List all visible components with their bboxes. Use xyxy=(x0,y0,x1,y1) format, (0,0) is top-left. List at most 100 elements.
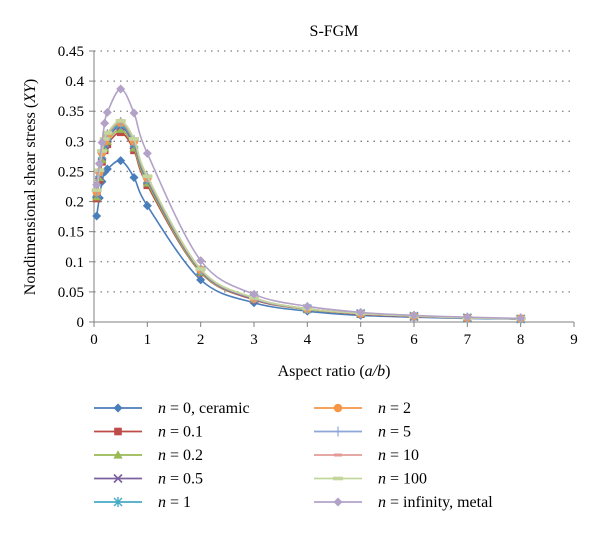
legend-label-1: n = 0.1 xyxy=(158,424,203,441)
x-tick-label-1: 1 xyxy=(144,332,152,348)
y-tick-label-6: 0.3 xyxy=(65,134,84,150)
legend-swatch-marker-1 xyxy=(114,427,122,436)
series-8-point-3 xyxy=(99,137,110,141)
x-tick-label-0: 0 xyxy=(90,332,98,348)
series-9-point-13 xyxy=(462,312,472,322)
gridlines xyxy=(94,50,574,293)
x-tick-label-9: 9 xyxy=(570,332,578,348)
series-9-point-7 xyxy=(142,148,152,158)
legend-item-4: n = 1 xyxy=(94,494,191,511)
series-0-point-4 xyxy=(102,164,112,174)
series-0-point-8 xyxy=(196,275,206,285)
series-9-point-11 xyxy=(356,307,366,317)
series-0-point-5 xyxy=(116,156,126,166)
series-9-point-0 xyxy=(92,180,102,190)
y-tick-label-9: 0.45 xyxy=(58,44,84,60)
legend-label-9: n = infinity, metal xyxy=(378,494,493,511)
legend-item-2: n = 0.2 xyxy=(94,447,203,464)
legend-item-3: n = 0.5 xyxy=(94,471,203,488)
legend-label-7: n = 10 xyxy=(378,447,419,464)
y-axis-title: Nondimensional shear stress (XY) xyxy=(22,79,39,295)
series-6-line xyxy=(95,121,521,320)
y-tick-label-2: 0.1 xyxy=(65,255,84,271)
series-8-point-7 xyxy=(142,174,153,179)
series-0-point-6 xyxy=(129,172,139,182)
x-tick-label-8: 8 xyxy=(517,332,525,348)
series-9-point-2 xyxy=(97,138,107,148)
legend-label-5: n = 2 xyxy=(378,400,411,417)
y-tick-label-4: 0.2 xyxy=(65,195,84,211)
y-tick-label-0: 0 xyxy=(77,315,85,331)
legend-item-1: n = 0.1 xyxy=(94,424,203,441)
y-tick-label-5: 0.25 xyxy=(58,164,84,180)
series-8-line xyxy=(95,120,521,320)
legend-item-7: n = 10 xyxy=(314,447,419,464)
legend-label-6: n = 5 xyxy=(378,424,411,441)
legend-swatch-marker-9 xyxy=(333,497,343,507)
x-tick-label-5: 5 xyxy=(357,332,365,348)
y-tick-label-3: 0.15 xyxy=(58,225,84,241)
legend-item-9: n = infinity, metal xyxy=(314,494,493,511)
y-tick-label-1: 0.05 xyxy=(58,285,84,301)
series-9-point-9 xyxy=(249,289,259,299)
tick-labels: 0 1 2 3 4 5 6 7 8 9 0 0.05 0.1 0.15 0.2 0.25 0.3 0.35 0.4 0… xyxy=(58,44,578,348)
series-8-point-6 xyxy=(129,137,139,141)
legend-item-8: n = 100 xyxy=(314,471,427,488)
series-8-point-0 xyxy=(91,188,102,192)
legend-label-3: n = 0.5 xyxy=(158,471,203,488)
x-tick-label-4: 4 xyxy=(304,332,312,348)
series-9-point-1 xyxy=(94,159,104,169)
series-8-point-4 xyxy=(102,131,113,135)
legend-swatch-marker-7 xyxy=(334,453,342,457)
series-5-line xyxy=(95,121,521,320)
legend-swatch-marker-6 xyxy=(333,426,343,437)
legend-swatch-marker-8 xyxy=(333,476,343,481)
legend-label-4: n = 1 xyxy=(158,494,191,511)
x-tick-label-2: 2 xyxy=(197,332,205,348)
series-3-line xyxy=(95,125,521,320)
series-8-point-8 xyxy=(195,267,206,271)
y-tick-label-8: 0.4 xyxy=(65,74,84,90)
y-tick-label-7: 0.35 xyxy=(58,104,84,120)
series-9-point-8 xyxy=(196,256,206,266)
series-9-point-12 xyxy=(409,310,419,320)
series-9-point-6 xyxy=(129,108,139,118)
series-7-line xyxy=(95,120,521,320)
legend-item-5: n = 2 xyxy=(314,400,411,417)
series-9-point-14 xyxy=(516,313,526,323)
legend-swatch-marker-5 xyxy=(333,403,343,413)
series-9-line xyxy=(95,88,521,320)
series-8-point-5 xyxy=(115,119,126,123)
series-0 xyxy=(92,156,526,324)
series-9-point-5 xyxy=(116,84,126,94)
series-8-point-2 xyxy=(97,149,107,153)
legend-swatch-marker-4 xyxy=(113,497,123,507)
legend-swatch-marker-2 xyxy=(113,450,123,459)
x-tick-label-3: 3 xyxy=(250,332,258,348)
legend-swatch-marker-3 xyxy=(113,473,123,484)
series-4-line xyxy=(95,123,521,320)
series-8-point-1 xyxy=(94,168,105,173)
series-9-point-4 xyxy=(102,107,112,117)
legend-item-0: n = 0, ceramic xyxy=(94,400,250,417)
series-2-line xyxy=(95,128,521,320)
series-9 xyxy=(92,84,526,323)
series-0-point-7 xyxy=(142,201,152,211)
x-tick-label-7: 7 xyxy=(464,332,472,348)
legend-swatch-marker-0 xyxy=(113,403,123,413)
x-axis-title: Aspect ratio (a/b) xyxy=(278,363,391,380)
axes xyxy=(89,50,575,327)
series-7 xyxy=(92,119,525,320)
legend-label-0: n = 0, ceramic xyxy=(158,400,250,417)
series-9-point-10 xyxy=(302,301,312,311)
series-2 xyxy=(92,124,526,323)
x-tick-label-6: 6 xyxy=(410,332,418,348)
chart-title: S-FGM xyxy=(310,23,359,40)
series-group xyxy=(91,84,526,324)
legend-item-6: n = 5 xyxy=(314,424,411,441)
legend-label-2: n = 0.2 xyxy=(158,447,203,464)
series-9-point-3 xyxy=(100,118,110,128)
series-0-point-0 xyxy=(92,211,102,221)
series-1 xyxy=(92,128,525,323)
